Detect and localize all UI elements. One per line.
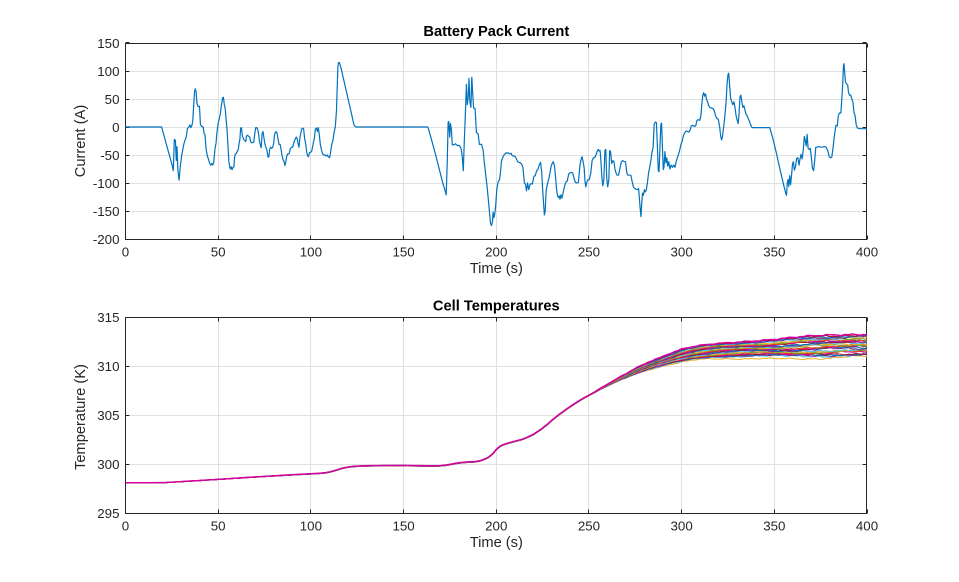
- svg-text:150: 150: [392, 519, 414, 534]
- svg-text:Time (s): Time (s): [470, 261, 523, 277]
- svg-text:-50: -50: [100, 148, 119, 163]
- svg-text:300: 300: [671, 245, 693, 260]
- svg-text:400: 400: [856, 245, 878, 260]
- svg-text:Battery Pack Current: Battery Pack Current: [423, 24, 569, 40]
- svg-text:-100: -100: [93, 176, 120, 191]
- svg-text:200: 200: [485, 519, 507, 534]
- svg-text:50: 50: [105, 92, 120, 107]
- svg-text:Time (s): Time (s): [470, 535, 523, 551]
- svg-text:315: 315: [97, 310, 119, 325]
- svg-text:0: 0: [112, 120, 119, 135]
- svg-text:Current (A): Current (A): [73, 105, 89, 177]
- svg-text:200: 200: [485, 245, 507, 260]
- svg-text:350: 350: [763, 245, 785, 260]
- svg-text:-150: -150: [93, 204, 120, 219]
- svg-text:250: 250: [578, 245, 600, 260]
- svg-text:50: 50: [211, 519, 226, 534]
- svg-text:0: 0: [122, 519, 129, 534]
- svg-text:300: 300: [671, 519, 693, 534]
- svg-text:400: 400: [856, 519, 878, 534]
- svg-text:295: 295: [97, 506, 119, 521]
- svg-text:50: 50: [211, 245, 226, 260]
- svg-text:150: 150: [392, 245, 414, 260]
- svg-text:305: 305: [97, 408, 119, 423]
- svg-text:310: 310: [97, 359, 119, 374]
- svg-text:100: 100: [300, 519, 322, 534]
- svg-text:100: 100: [300, 245, 322, 260]
- svg-text:150: 150: [97, 36, 119, 51]
- svg-text:300: 300: [97, 457, 119, 472]
- svg-text:-200: -200: [93, 232, 120, 247]
- svg-text:Temperature (K): Temperature (K): [73, 364, 89, 470]
- svg-text:100: 100: [97, 64, 119, 79]
- svg-text:250: 250: [578, 519, 600, 534]
- svg-text:0: 0: [122, 245, 129, 260]
- svg-text:Cell Temperatures: Cell Temperatures: [433, 299, 560, 315]
- svg-text:350: 350: [763, 519, 785, 534]
